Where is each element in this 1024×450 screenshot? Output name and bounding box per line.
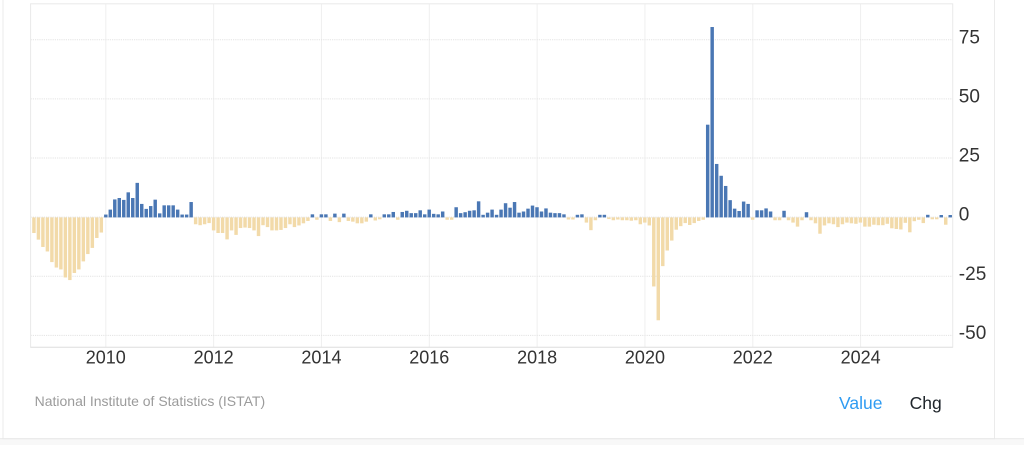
svg-text:2010: 2010 (86, 348, 126, 368)
svg-text:25: 25 (959, 146, 980, 167)
svg-text:2012: 2012 (194, 348, 234, 368)
svg-text:2022: 2022 (733, 348, 773, 368)
svg-text:-50: -50 (959, 323, 986, 344)
svg-text:-25: -25 (959, 264, 986, 285)
svg-text:50: 50 (959, 86, 980, 107)
svg-text:Chg: Chg (910, 393, 942, 413)
svg-text:2018: 2018 (517, 348, 557, 368)
svg-text:0: 0 (959, 205, 970, 226)
svg-text:75: 75 (959, 27, 980, 48)
svg-text:2014: 2014 (301, 348, 341, 368)
svg-text:2024: 2024 (841, 348, 881, 368)
svg-text:National Institute of Statisti: National Institute of Statistics (ISTAT) (35, 393, 266, 409)
svg-text:2016: 2016 (409, 348, 449, 368)
svg-text:2020: 2020 (625, 348, 665, 368)
svg-text:Value: Value (839, 393, 882, 413)
